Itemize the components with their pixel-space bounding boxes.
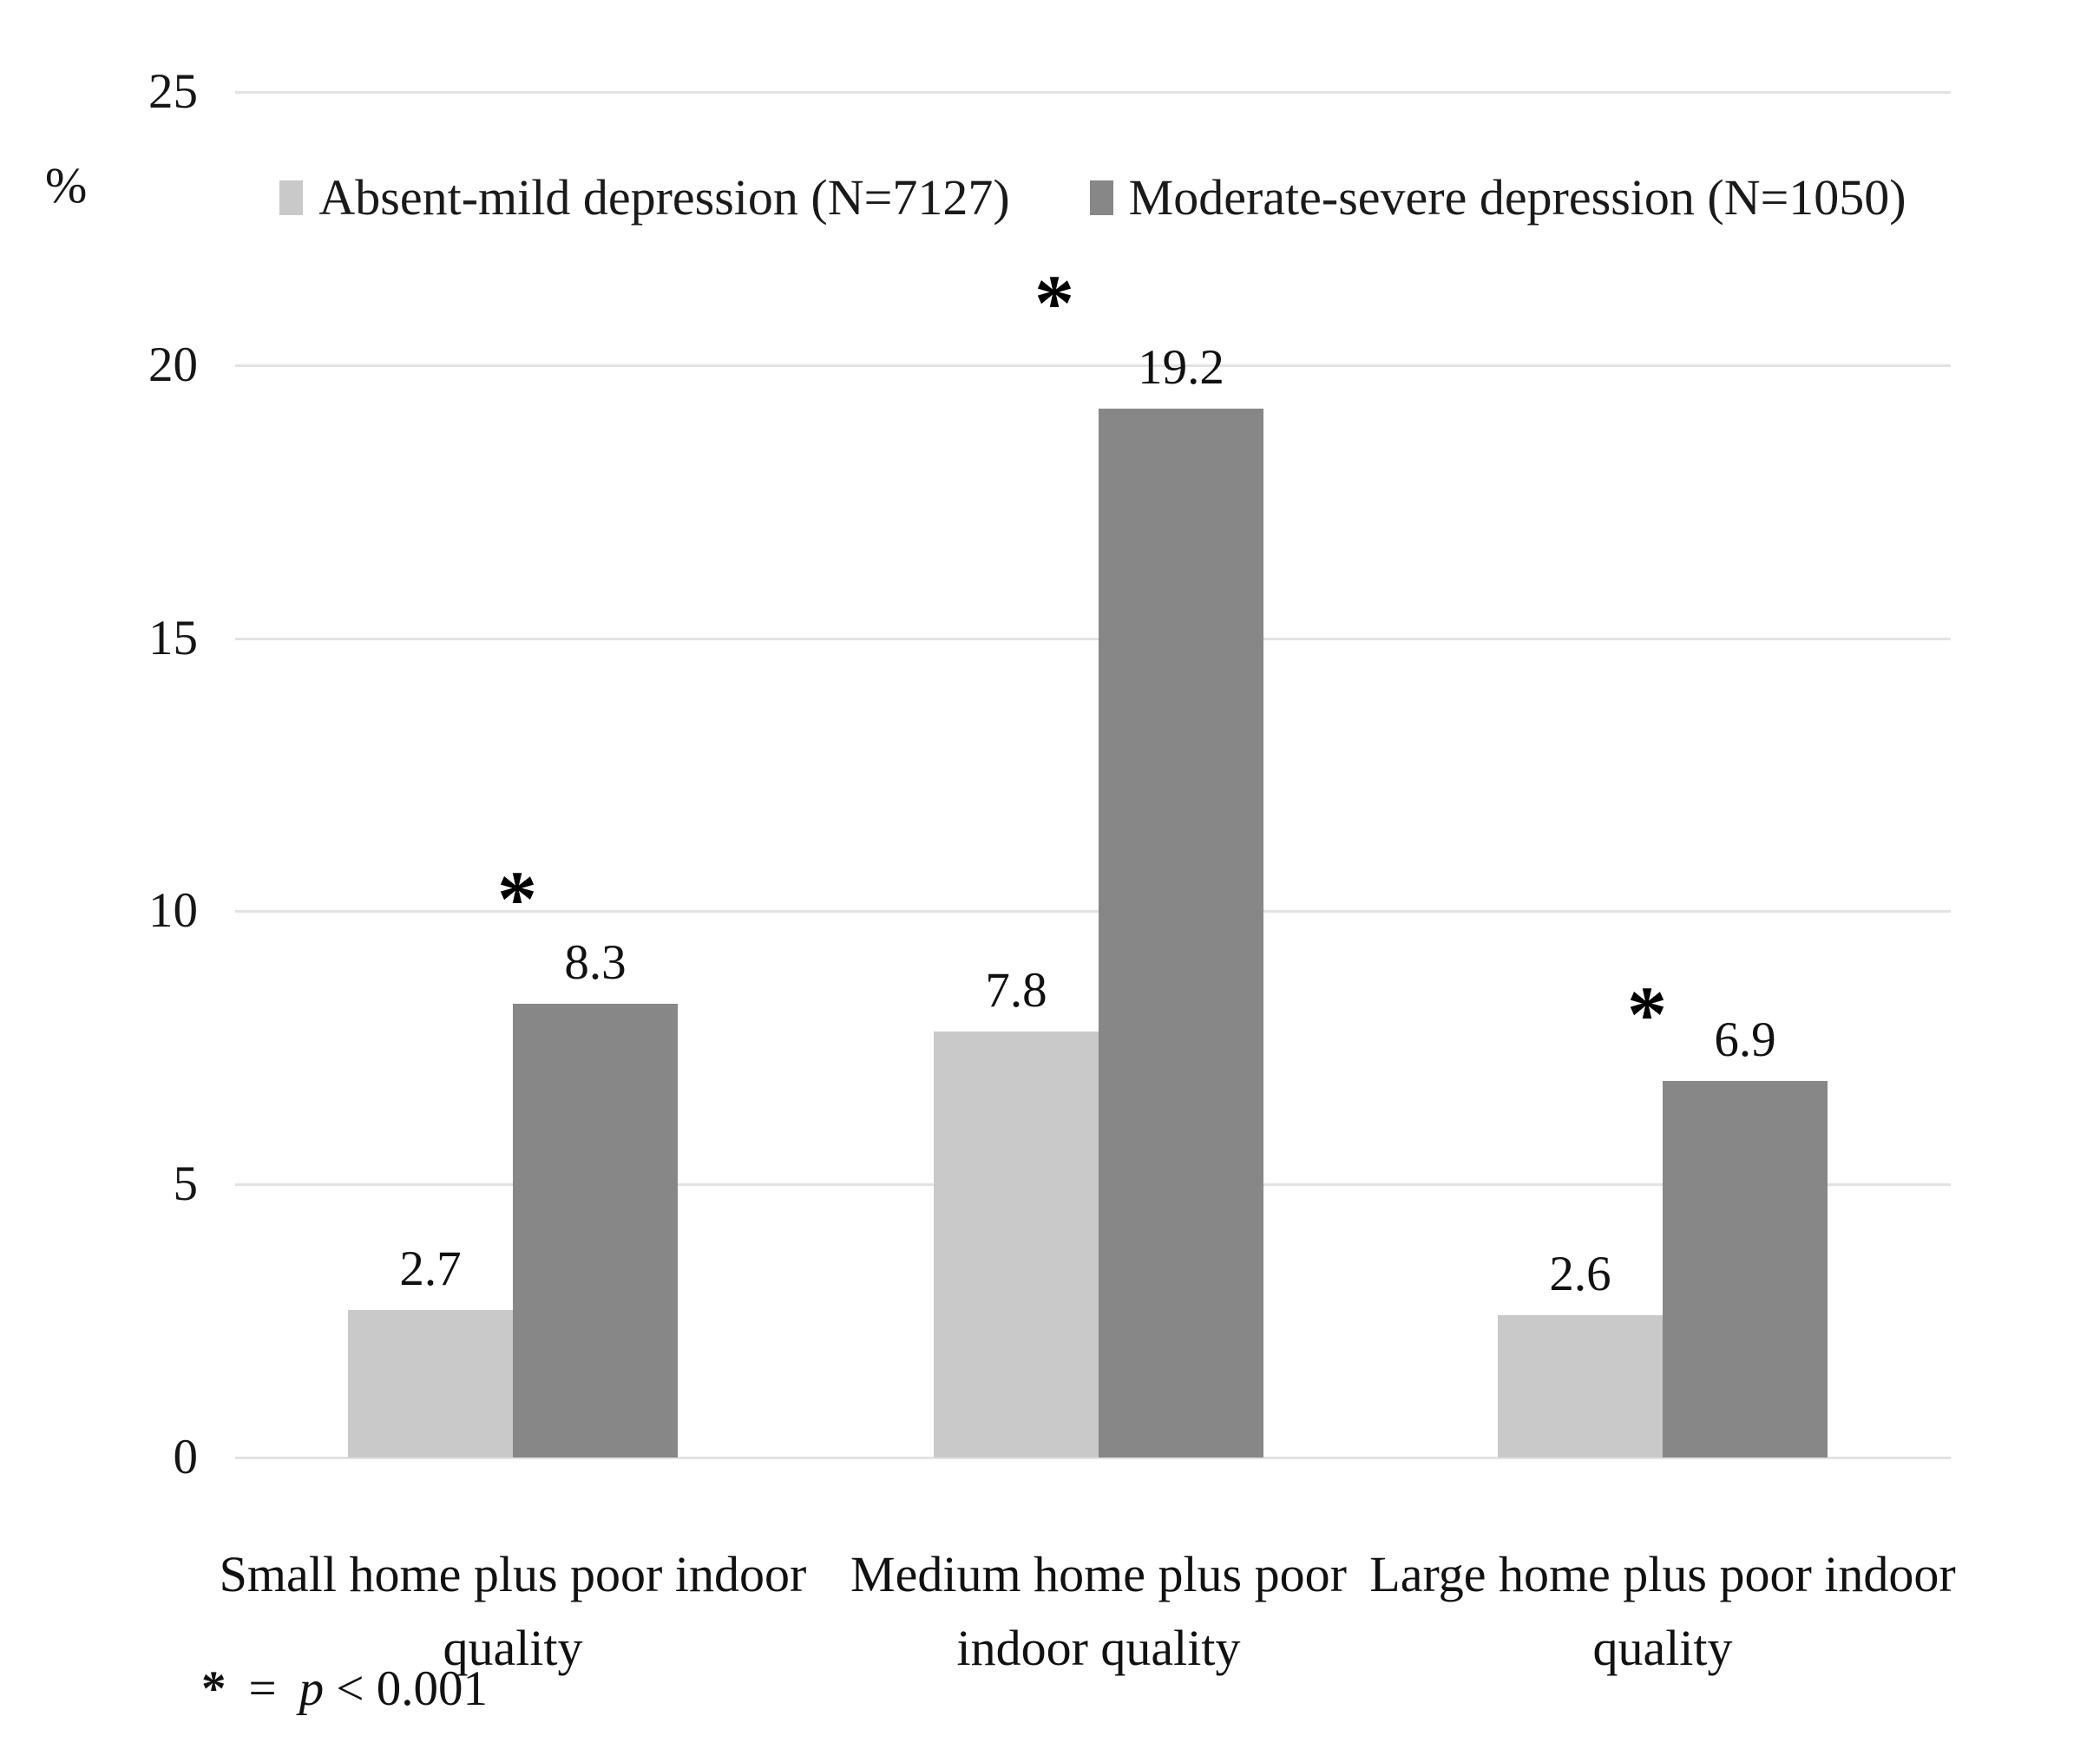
gridline-20 (235, 364, 1951, 367)
legend-swatch-absent-mild (279, 180, 304, 215)
gridline-10 (235, 910, 1951, 914)
legend-label-absent-mild: Absent-mild depression (N=7127) (318, 169, 1010, 226)
value-label-absent-mild-group1: 2.7 (399, 1241, 462, 1296)
gridline-0 (235, 1457, 1951, 1459)
bar-moderate-severe-group3 (1663, 1080, 1828, 1458)
gridline-15 (235, 637, 1951, 640)
bar-absent-mild-group2 (934, 1031, 1099, 1458)
value-label-absent-mild-group3: 2.6 (1549, 1247, 1611, 1302)
footnote-condition: < 0.001 (336, 1661, 489, 1716)
significance-asterisk-group2: * (1034, 259, 1074, 348)
bar-moderate-severe-group1 (513, 1004, 678, 1458)
footnote-p-symbol: p (299, 1661, 325, 1716)
legend-item-absent-mild: Absent-mild depression (N=7127) (279, 169, 1010, 226)
legend-label-moderate-severe: Moderate-severe depression (N=1050) (1128, 169, 1906, 226)
category-label-line: quality (1592, 1620, 1733, 1676)
y-tick-label-5: 5 (173, 1156, 199, 1212)
category-label-group1: Small home plus poor indoor quality (218, 1537, 808, 1685)
y-tick-label-20: 20 (148, 337, 198, 392)
category-label-line: Medium home plus poor (850, 1546, 1347, 1602)
y-tick-label-15: 15 (148, 610, 198, 665)
footnote-equals: = (248, 1661, 277, 1716)
value-label-moderate-severe-group3: 6.9 (1714, 1012, 1776, 1067)
significance-asterisk-group3: * (1627, 969, 1667, 1058)
category-label-line: quality (443, 1620, 583, 1676)
category-label-group2: Medium home plus poor indoor quality (804, 1537, 1394, 1685)
y-axis-unit-label: % (45, 157, 88, 213)
category-label-line: Large home plus poor indoor (1369, 1546, 1956, 1602)
significance-footnote: * = p < 0.001 (201, 1659, 488, 1720)
gridline-25 (235, 91, 1951, 94)
legend-item-moderate-severe: Moderate-severe depression (N=1050) (1089, 169, 1906, 226)
y-tick-label-25: 25 (148, 64, 198, 119)
bar-absent-mild-group3 (1498, 1315, 1663, 1458)
legend-swatch-moderate-severe (1089, 180, 1113, 215)
y-tick-label-0: 0 (173, 1430, 199, 1484)
category-label-group3: Large home plus poor indoor quality (1368, 1537, 1958, 1685)
value-label-moderate-severe-group1: 8.3 (564, 935, 627, 991)
bar-moderate-severe-group2 (1099, 409, 1263, 1458)
footnote-asterisk: * (201, 1661, 226, 1716)
value-label-absent-mild-group2: 7.8 (985, 962, 1047, 1018)
category-label-line: indoor quality (956, 1620, 1241, 1676)
chart-legend: Absent-mild depression (N=7127) Moderate… (235, 170, 1951, 226)
y-tick-label-10: 10 (148, 883, 198, 939)
significance-asterisk-group1: * (497, 855, 537, 944)
bar-absent-mild-group1 (348, 1310, 513, 1458)
value-label-moderate-severe-group2: 19.2 (1138, 340, 1224, 396)
category-label-line: Small home plus poor indoor (219, 1546, 807, 1602)
